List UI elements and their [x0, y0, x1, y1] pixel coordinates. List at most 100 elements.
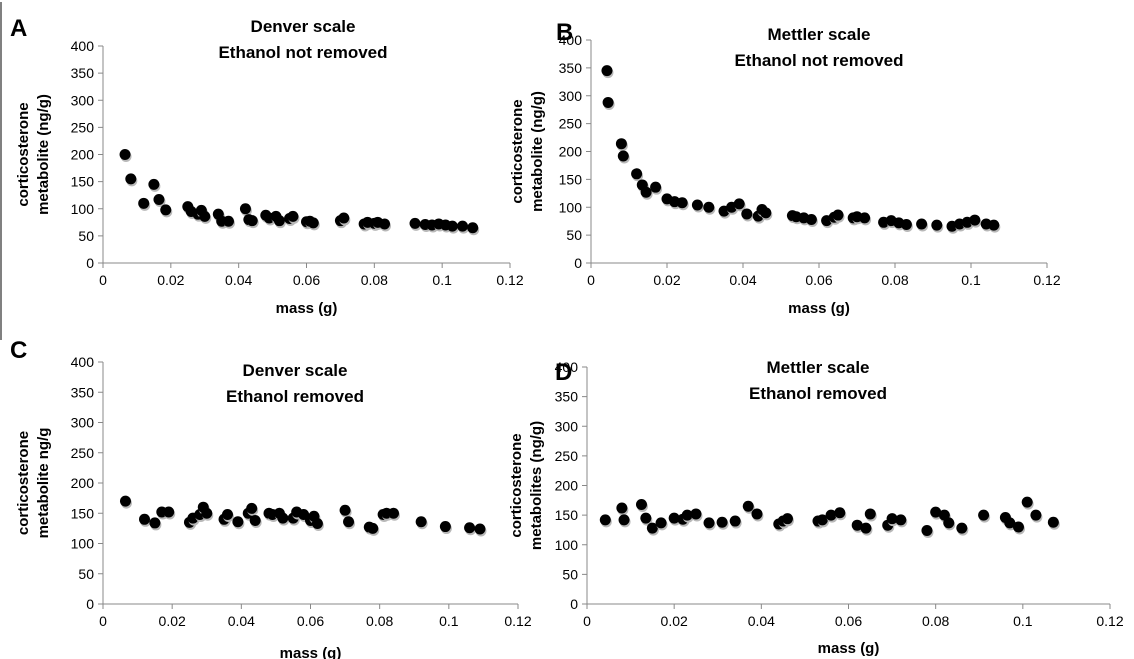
- panel-d-point: [668, 512, 680, 524]
- panel-c-title-line-2: Ethanol removed: [226, 387, 364, 406]
- panel-c-point: [367, 522, 379, 534]
- panel-d-x-tick-label: 0.08: [922, 613, 949, 629]
- panel-d-point: [956, 522, 968, 534]
- panel-b-point: [691, 199, 703, 211]
- panel-d-point: [716, 516, 728, 528]
- panel-d-y-tick-label: 300: [555, 418, 579, 434]
- panel-b-y-tick-label: 150: [559, 171, 583, 187]
- panel-d-x-tick-label: 0.1: [1013, 613, 1033, 629]
- panel-d-title-line-1: Mettler scale: [767, 358, 870, 377]
- panel-d-point: [1030, 509, 1042, 521]
- panel-d-y-tick-label: 150: [555, 507, 579, 523]
- panel-a-point: [148, 178, 160, 190]
- panel-c-point: [415, 516, 427, 528]
- panel-a-y-tick-label: 350: [71, 65, 95, 81]
- panel-d-point: [703, 517, 715, 529]
- panel-b: B Mettler scale Ethanol not removed 0 50 100 1…: [509, 19, 1061, 317]
- panel-a-point: [467, 222, 479, 234]
- panel-b-y-tick-label: 350: [559, 60, 583, 76]
- panel-d-point: [921, 525, 933, 537]
- panel-b-y-tick-label: 400: [559, 32, 583, 48]
- panel-d-point: [1012, 521, 1024, 533]
- panel-c-y-tick-label: 50: [78, 566, 94, 582]
- panel-a-point: [239, 203, 251, 215]
- panel-d-point: [895, 514, 907, 526]
- panel-b-x-tick-label: 0.12: [1033, 272, 1060, 288]
- panel-d-y-axis-title-line-2: metabolites (ng/g): [528, 421, 545, 550]
- panel-a-title-line-1: Denver scale: [251, 17, 356, 36]
- panel-c-point: [246, 502, 258, 514]
- panel-c-y-tick-label: 0: [86, 596, 94, 612]
- panel-a-letter: A: [10, 15, 27, 42]
- panel-d-letter: D: [555, 359, 572, 386]
- panel-b-point: [650, 181, 662, 193]
- panel-c-x-tick-label: 0.08: [366, 613, 393, 629]
- panel-c-point: [139, 513, 150, 525]
- panel-b-y-axis-title-line-1: corticosterone: [509, 99, 526, 203]
- panel-b-x-tick-label: 0: [587, 272, 595, 288]
- panel-d-point: [886, 513, 898, 525]
- panel-a-x-tick-label: 0.04: [225, 272, 252, 288]
- panel-c-y-axis-title-line-1: corticosterone: [15, 431, 32, 535]
- panel-c-point: [464, 522, 476, 534]
- panel-b-point: [988, 219, 1000, 231]
- panel-d-point: [618, 514, 630, 526]
- panel-a-y-tick-label: 250: [71, 119, 95, 135]
- panel-a-x-tick-label: 0.06: [293, 272, 320, 288]
- panel-a-point: [119, 149, 131, 160]
- panel-a-x-tick-label: 0.12: [496, 272, 523, 288]
- panel-d-x-axis-title: mass (g): [818, 640, 880, 657]
- panel-b-point: [733, 198, 745, 210]
- panel-d-point: [978, 509, 990, 521]
- panel-b-y-axis-title-line-2: metabolite (ng/g): [529, 91, 546, 212]
- panel-a: A Denver scale Ethanol not removed 0 50 100 15…: [10, 15, 524, 317]
- panel-b-x-tick-label: 0.02: [653, 272, 680, 288]
- panel-a-y-tick-label: 0: [86, 255, 94, 271]
- panel-c-point: [388, 507, 399, 519]
- panel-c-y-tick-label: 100: [71, 536, 95, 552]
- panel-c-point: [119, 495, 131, 507]
- panel-c-x-tick-label: 0.02: [159, 613, 186, 629]
- panel-c-y-axis-title-line-2: metabolite ng/g: [35, 428, 52, 539]
- panel-a-x-tick-label: 0.08: [361, 272, 388, 288]
- panel-d-point: [1047, 516, 1059, 528]
- panel-d-y-tick-label: 350: [555, 389, 579, 405]
- panel-d-point: [640, 512, 652, 524]
- panel-b-point: [741, 208, 753, 220]
- panel-b-point: [805, 214, 817, 226]
- panel-d-point: [816, 514, 828, 526]
- panel-d-y-tick-label: 0: [570, 596, 578, 612]
- panel-a-point: [246, 215, 258, 227]
- panel-c-y-tick-label: 400: [71, 354, 95, 370]
- panel-b-x-tick-label: 0.06: [805, 272, 832, 288]
- panel-d-point: [943, 517, 955, 529]
- panel-d-point: [1004, 517, 1016, 529]
- panel-d: D Mettler scale Ethanol removed 0 50 100 150 20…: [508, 358, 1124, 657]
- panel-d-point: [930, 506, 942, 518]
- panel-b-point: [615, 138, 627, 150]
- panel-c-x-axis-title: mass (g): [280, 645, 342, 659]
- panel-d-y-tick-label: 200: [555, 478, 579, 494]
- panel-c-point: [249, 515, 261, 527]
- panel-a-point: [153, 194, 165, 206]
- panel-b-point: [617, 150, 629, 162]
- panel-c-point: [163, 506, 175, 518]
- panel-a-y-axis-title-line-2: metabolite (ng/g): [35, 94, 52, 215]
- panel-a-x-tick-label: 0.02: [157, 272, 184, 288]
- panel-d-point: [834, 507, 846, 519]
- panel-d-x-tick-label: 0.12: [1096, 613, 1123, 629]
- panel-a-point: [338, 212, 350, 224]
- panel-d-point: [864, 508, 876, 520]
- panel-a-point: [138, 197, 150, 209]
- panel-a-point: [125, 173, 137, 185]
- panel-b-title-line-2: Ethanol not removed: [734, 51, 903, 70]
- panel-b-y-tick-label: 0: [574, 255, 582, 271]
- panel-a-x-tick-label: 0: [99, 272, 107, 288]
- panel-b-y-tick-label: 250: [559, 116, 583, 132]
- panel-d-point: [599, 514, 611, 526]
- panel-c-point: [439, 521, 451, 533]
- panel-b-point: [601, 65, 613, 77]
- panel-b-y-tick-label: 200: [559, 144, 583, 160]
- panel-a-point: [307, 217, 319, 229]
- panel-d-y-tick-label: 400: [555, 359, 579, 375]
